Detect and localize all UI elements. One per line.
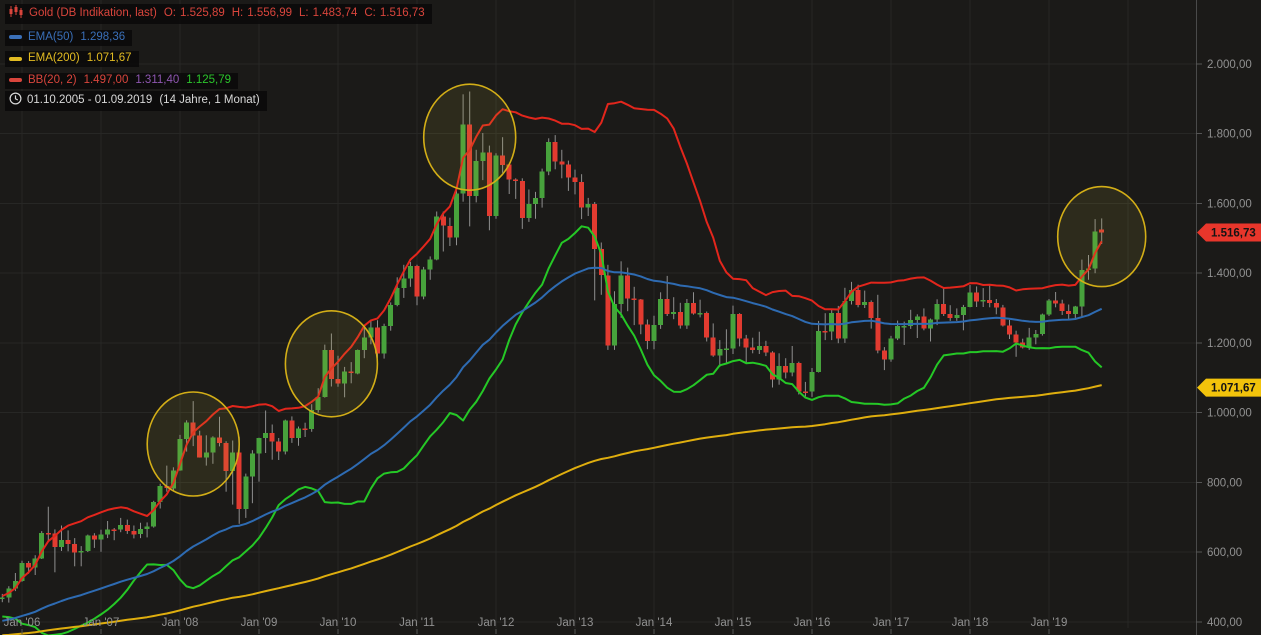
svg-text:1.516,73: 1.516,73 (1211, 228, 1256, 240)
svg-text:1.600,00: 1.600,00 (1207, 198, 1252, 210)
svg-text:Jan '08: Jan '08 (162, 617, 199, 629)
date-range-duration: (14 Jahre, 1 Monat) (159, 93, 260, 106)
ema50-label: EMA(50) (28, 30, 74, 43)
bollinger-label: BB(20, 2) (28, 73, 77, 86)
open-value: 1.525,89 (179, 7, 225, 19)
bollinger-lower-value: 1.125,79 (186, 73, 232, 86)
annotations-layer (146, 83, 1147, 497)
annotation-ellipse (284, 309, 379, 418)
svg-text:Jan '17: Jan '17 (873, 617, 910, 629)
legend-item-bollinger[interactable]: BB(20, 2) 1.497,00 1.311,40 1.125,79 (5, 72, 239, 89)
legend-item-date-range[interactable]: 01.10.2005 - 01.09.2019 (14 Jahre, 1 Mon… (5, 90, 267, 111)
low-value: 1.483,74 (312, 7, 358, 19)
svg-text:Jan '19: Jan '19 (1031, 617, 1068, 629)
date-range-text: 01.10.2005 - 01.09.2019 (27, 93, 153, 106)
open-label: O: (163, 7, 176, 19)
svg-text:1.800,00: 1.800,00 (1207, 129, 1252, 141)
svg-text:600,00: 600,00 (1207, 547, 1242, 559)
svg-text:Jan '18: Jan '18 (952, 617, 989, 629)
svg-text:Jan '11: Jan '11 (399, 617, 435, 629)
high-value: 1.556,99 (247, 7, 293, 19)
ema50-dash-icon (9, 35, 22, 39)
svg-text:2.000,00: 2.000,00 (1207, 59, 1252, 71)
legend-item-instrument[interactable]: Gold (DB Indikation, last) O: 1.525,89 H… (5, 4, 432, 24)
indicator-lines-layer (1, 100, 1103, 635)
bb-upper-line (1, 100, 1103, 598)
svg-text:800,00: 800,00 (1207, 477, 1242, 489)
svg-text:400,00: 400,00 (1207, 617, 1242, 629)
annotation-ellipse (1056, 185, 1147, 288)
ema50-value: 1.298,36 (80, 30, 126, 43)
ema200-label: EMA(200) (28, 52, 80, 64)
svg-text:Jan '14: Jan '14 (636, 617, 673, 629)
ema200-price-badge: 1.071,67 (1197, 378, 1261, 397)
svg-text:Jan '10: Jan '10 (320, 617, 357, 629)
candle-bodies-layer (0, 124, 1105, 599)
svg-text:Jan '15: Jan '15 (715, 617, 752, 629)
candle-wicks-layer (1, 91, 1103, 603)
price-axis[interactable]: 2.000,00 1.800,00 1.600,00 1.400,00 1.200,00… (1196, 0, 1261, 635)
clock-icon (9, 91, 22, 109)
svg-text:Jan '09: Jan '09 (241, 617, 278, 629)
close-label: C: (364, 7, 376, 19)
svg-text:Jan '12: Jan '12 (478, 617, 515, 629)
bollinger-upper-value: 1.497,00 (83, 73, 129, 86)
svg-text:Jan '07: Jan '07 (83, 617, 120, 629)
bb-lower-line (2, 225, 1103, 635)
candlestick-icon (9, 5, 24, 22)
time-axis[interactable]: Jan '06 Jan '07 Jan '08 Jan '09 Jan '10 Jan '… (4, 617, 1068, 634)
svg-text:Jan '13: Jan '13 (557, 617, 594, 629)
ema200-dash-icon (9, 56, 22, 61)
ema200-line (2, 384, 1102, 635)
svg-text:1.071,67: 1.071,67 (1211, 383, 1256, 395)
svg-text:1.400,00: 1.400,00 (1207, 268, 1252, 280)
high-label: H: (231, 7, 244, 19)
instrument-label: Gold (DB Indikation, last) (29, 7, 157, 19)
svg-text:1.000,00: 1.000,00 (1207, 408, 1252, 420)
last-price-badge: 1.516,73 (1197, 223, 1261, 242)
svg-text:Jan '16: Jan '16 (794, 617, 831, 629)
ema50-line (2, 266, 1103, 622)
ema200-value: 1.071,67 (86, 52, 132, 64)
legend: Gold (DB Indikation, last) O: 1.525,89 H… (5, 4, 432, 113)
annotation-ellipse (146, 391, 240, 497)
legend-item-ema50[interactable]: EMA(50) 1.298,36 (5, 29, 133, 46)
low-label: L: (299, 7, 309, 19)
svg-text:1.200,00: 1.200,00 (1207, 338, 1252, 350)
svg-text:Jan '06: Jan '06 (4, 617, 41, 629)
bollinger-middle-value: 1.311,40 (135, 73, 180, 86)
annotation-ellipse (422, 83, 517, 191)
legend-item-ema200[interactable]: EMA(200) 1.071,67 (5, 51, 139, 67)
bollinger-dash-icon (9, 78, 22, 82)
close-value: 1.516,73 (379, 7, 425, 19)
